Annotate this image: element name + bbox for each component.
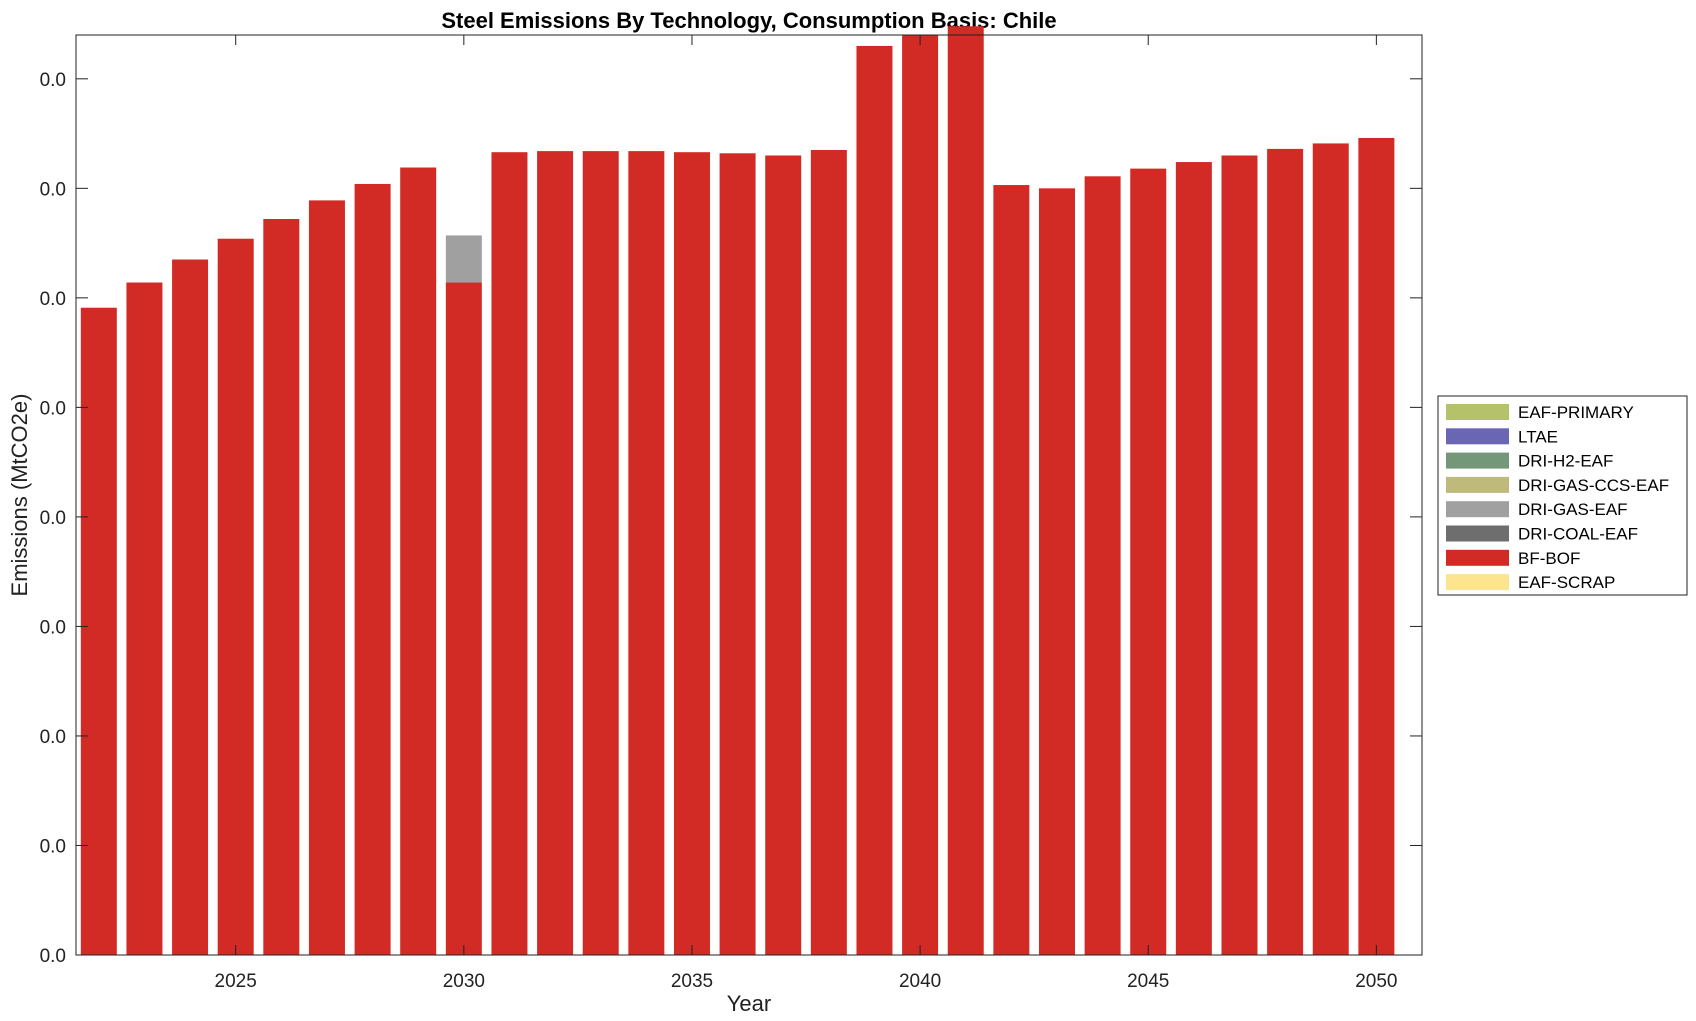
bar-bf-bof-2040 bbox=[902, 35, 939, 955]
y-ticks-group: 0.0 0.0 0.0 0.0 0.0 0.0 0.0 0.0 0.0 bbox=[40, 70, 1422, 967]
bar-bf-bof-2028 bbox=[354, 183, 391, 955]
bar-bf-bof-2027 bbox=[308, 200, 345, 955]
x-tick-label: 2030 bbox=[443, 971, 485, 992]
legend-label-dri-gas-eaf: DRI-GAS-EAF bbox=[1518, 500, 1628, 519]
legend-swatch-eaf-scrap bbox=[1446, 574, 1509, 591]
x-tick-label: 2045 bbox=[1127, 971, 1169, 992]
bar-bf-bof-2047 bbox=[1221, 155, 1258, 956]
bar-bf-bof-2037 bbox=[765, 155, 802, 956]
legend: EAF-PRIMARY LTAE DRI-H2-EAF DRI-GAS-CCS-EAF… bbox=[1437, 395, 1688, 596]
y-tick-label: 0.0 bbox=[40, 727, 66, 748]
y-tick-label: 0.0 bbox=[40, 70, 66, 91]
legend-swatch-bf-bof bbox=[1446, 549, 1509, 566]
bar-bf-bof-2034 bbox=[628, 151, 665, 956]
legend-label-ltae: LTAE bbox=[1518, 427, 1558, 446]
y-tick-label: 0.0 bbox=[40, 836, 66, 857]
bar-bf-bof-2023 bbox=[126, 282, 163, 955]
bar-bf-bof-2041 bbox=[947, 26, 984, 956]
y-tick-label: 0.0 bbox=[40, 617, 66, 638]
legend-label-dri-coal-eaf: DRI-COAL-EAF bbox=[1518, 525, 1638, 544]
bar-bf-bof-2046 bbox=[1175, 162, 1212, 956]
bar-bf-bof-2035 bbox=[673, 152, 710, 955]
plot-frame bbox=[75, 34, 1423, 956]
x-axis-label: Year bbox=[727, 991, 771, 1016]
y-tick-label: 0.0 bbox=[40, 289, 66, 310]
y-tick-label: 0.0 bbox=[40, 508, 66, 529]
y-tick-label: 0.0 bbox=[40, 179, 66, 200]
bar-bf-bof-2030 bbox=[445, 282, 482, 955]
bar-bf-bof-2044 bbox=[1084, 176, 1121, 956]
bar-dri-gas-eaf-2030 bbox=[445, 235, 482, 283]
bar-bf-bof-2043 bbox=[1038, 188, 1075, 955]
legend-label-dri-gas-ccs-eaf: DRI-GAS-CCS-EAF bbox=[1518, 476, 1669, 495]
x-ticks-group: 2025 2030 2035 2040 2045 2050 bbox=[215, 35, 1398, 992]
legend-swatch-eaf-primary bbox=[1446, 404, 1509, 420]
bar-bf-bof-2025 bbox=[217, 238, 254, 955]
legend-label-eaf-scrap: EAF-SCRAP bbox=[1518, 573, 1615, 592]
x-tick-label: 2040 bbox=[899, 971, 941, 992]
bar-bf-bof-2033 bbox=[582, 151, 619, 956]
legend-swatch-dri-gas-eaf bbox=[1446, 501, 1509, 518]
bar-bf-bof-2049 bbox=[1312, 143, 1349, 955]
legend-label-dri-h2-eaf: DRI-H2-EAF bbox=[1518, 452, 1613, 471]
bar-bf-bof-2032 bbox=[537, 151, 574, 956]
bar-bf-bof-2026 bbox=[263, 219, 300, 955]
x-tick-label: 2025 bbox=[215, 971, 257, 992]
x-tick-label: 2050 bbox=[1355, 971, 1397, 992]
bar-bf-bof-2022 bbox=[80, 307, 117, 956]
bar-bf-bof-2024 bbox=[172, 259, 209, 955]
y-tick-label: 0.0 bbox=[40, 398, 66, 419]
bar-bf-bof-2050 bbox=[1358, 137, 1395, 955]
plot-area: 2025 2030 2035 2040 2045 2050 0.00.00.00.00.0… bbox=[40, 26, 1423, 992]
y-tick-label: 0.0 bbox=[40, 946, 66, 967]
bar-bf-bof-2042 bbox=[993, 185, 1030, 956]
legend-swatch-dri-coal-eaf bbox=[1446, 525, 1509, 542]
legend-label-bf-bof: BF-BOF bbox=[1518, 549, 1580, 568]
bar-bf-bof-2045 bbox=[1130, 168, 1167, 955]
y-axis-label: Emissions (MtCO2e) bbox=[7, 394, 32, 597]
legend-label-eaf-primary: EAF-PRIMARY bbox=[1518, 403, 1634, 422]
legend-swatch-dri-h2-eaf bbox=[1446, 452, 1509, 469]
x-tick-label: 2035 bbox=[671, 971, 713, 992]
bar-bf-bof-2048 bbox=[1267, 148, 1304, 955]
bar-bf-bof-2039 bbox=[856, 45, 893, 955]
bar-bf-bof-2038 bbox=[810, 150, 847, 955]
legend-swatch-ltae bbox=[1446, 428, 1509, 445]
bars-group bbox=[80, 26, 1395, 956]
bar-bf-bof-2029 bbox=[400, 167, 437, 955]
bar-bf-bof-2031 bbox=[491, 152, 528, 955]
legend-swatch-dri-gas-ccs-eaf bbox=[1446, 476, 1509, 493]
bar-bf-bof-2036 bbox=[719, 153, 756, 956]
